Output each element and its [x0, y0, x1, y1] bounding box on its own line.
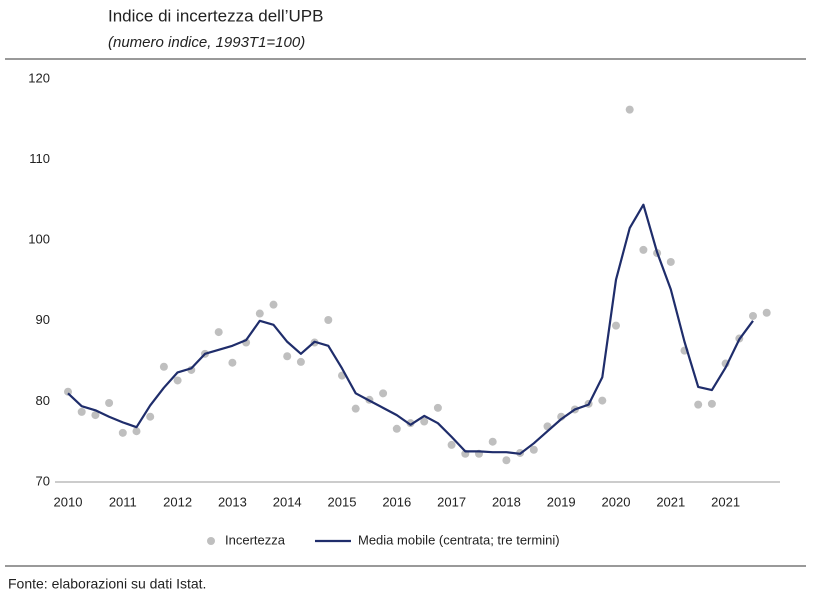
data-point — [214, 328, 223, 337]
x-tick-label: 2011 — [109, 494, 137, 509]
data-point — [694, 400, 703, 409]
data-point — [762, 308, 771, 317]
data-point — [146, 412, 155, 421]
data-point — [269, 300, 278, 309]
y-tick-label: 90 — [36, 312, 50, 327]
data-point — [351, 404, 360, 413]
x-tick-label: 2016 — [382, 494, 411, 509]
y-tick-label: 80 — [36, 393, 50, 408]
x-tick-label: 2013 — [218, 494, 247, 509]
y-tick-label: 120 — [28, 70, 50, 85]
data-point — [488, 437, 497, 446]
data-point — [612, 321, 620, 330]
data-point — [433, 403, 442, 412]
data-point — [91, 411, 100, 420]
source-note: Fonte: elaborazioni su dati Istat. — [8, 576, 206, 592]
chart-subtitle: (numero indice, 1993T1=100) — [108, 34, 305, 51]
chart-title: Indice di incertezza dell’UPB — [108, 6, 323, 25]
y-tick-label: 110 — [29, 151, 50, 166]
data-point — [502, 456, 511, 465]
data-point — [749, 311, 757, 320]
data-point — [639, 245, 648, 254]
data-point — [379, 389, 388, 398]
data-point — [118, 428, 127, 437]
x-tick-label: 2018 — [492, 494, 521, 509]
data-point — [529, 445, 538, 454]
data-point — [392, 424, 401, 433]
data-point — [598, 396, 607, 405]
data-point — [296, 357, 305, 366]
legend-label: Media mobile (centrata; tre termini) — [358, 532, 560, 547]
data-point — [132, 427, 141, 436]
series-line — [67, 203, 754, 455]
data-point — [707, 399, 716, 408]
legend-label: Incertezza — [225, 532, 286, 547]
x-tick-label: 2010 — [54, 494, 83, 509]
data-point — [420, 417, 429, 426]
data-point — [406, 419, 415, 428]
data-point — [159, 362, 168, 371]
x-tick-label: 2017 — [437, 494, 466, 509]
data-point — [255, 309, 264, 318]
y-tick-label: 70 — [36, 473, 50, 488]
x-tick-label: 2019 — [547, 494, 576, 509]
x-tick-label: 2012 — [163, 494, 192, 509]
data-point — [625, 105, 634, 114]
x-tick-label: 2021 — [656, 494, 685, 509]
data-point — [447, 440, 456, 449]
data-point — [105, 399, 114, 408]
data-point — [324, 315, 333, 324]
data-point — [283, 352, 292, 361]
data-point — [173, 376, 182, 385]
x-tick-label: 2020 — [602, 494, 631, 509]
legend-swatch — [207, 537, 215, 545]
data-point — [77, 407, 86, 416]
x-tick-label: 2015 — [328, 494, 357, 509]
y-tick-label: 100 — [28, 232, 50, 247]
x-tick-label: 2021 — [711, 494, 740, 509]
x-tick-label: 2014 — [273, 494, 302, 509]
data-point — [228, 358, 237, 367]
data-point — [666, 257, 675, 266]
